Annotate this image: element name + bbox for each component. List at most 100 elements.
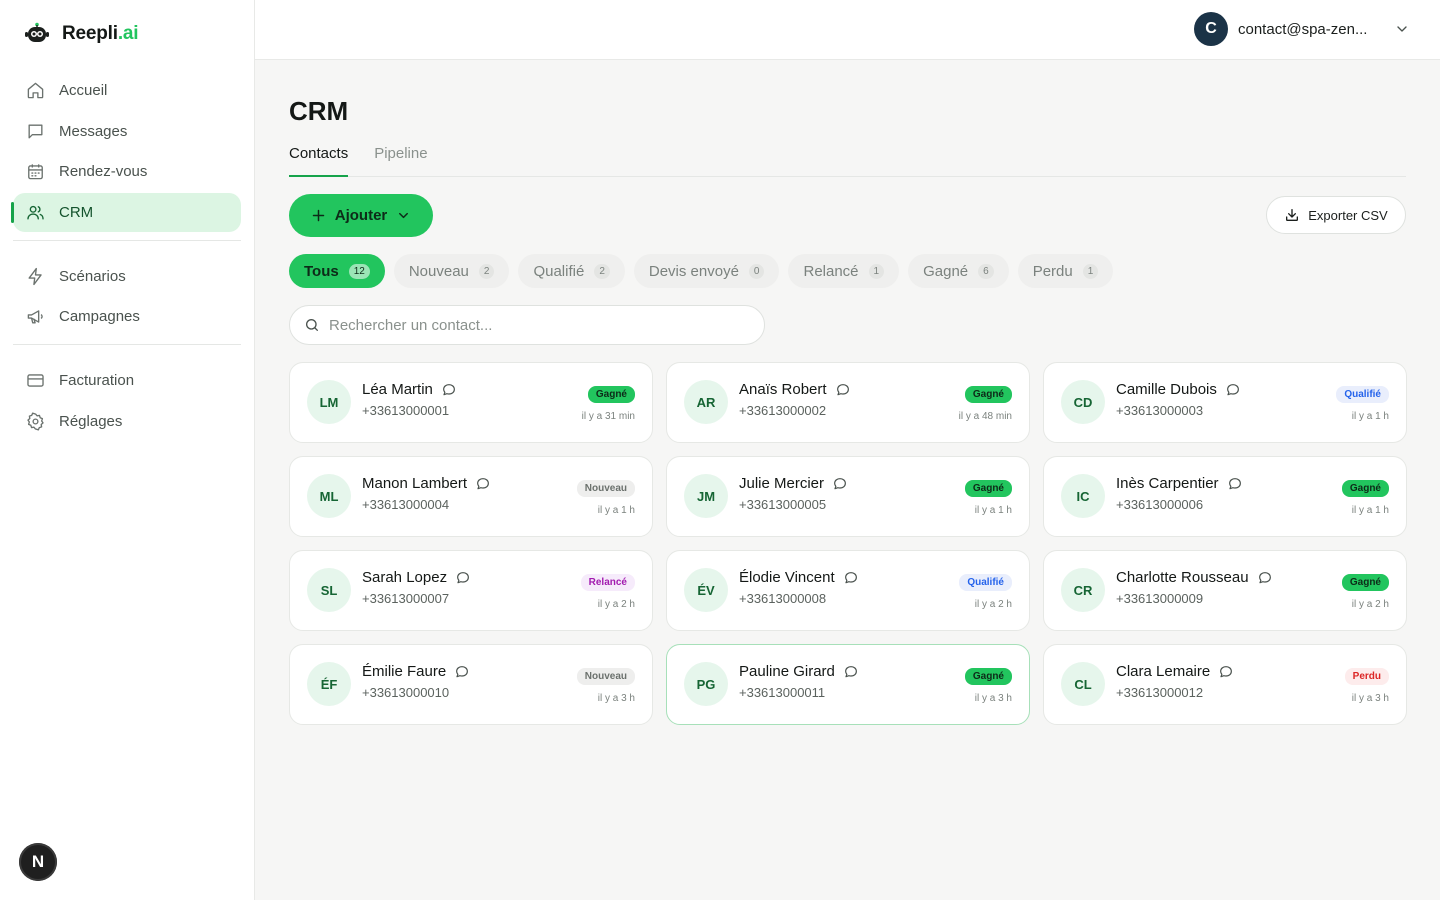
- contact-card[interactable]: CD Camille Dubois +33613000003 Qualifié il y…: [1043, 362, 1407, 443]
- chat-icon[interactable]: [835, 382, 851, 398]
- contact-phone: +33613000008: [739, 591, 827, 606]
- contact-phone: +33613000010: [362, 685, 450, 700]
- add-button[interactable]: Ajouter: [289, 194, 433, 237]
- chat-icon[interactable]: [454, 664, 470, 680]
- last-activity-time: il y a 3 h: [1351, 693, 1389, 704]
- sidebar-item-rendez-vous[interactable]: Rendez-vous: [13, 152, 241, 191]
- contact-name-row: Julie Mercier: [739, 475, 848, 492]
- sidebar-item-reglages[interactable]: Réglages: [13, 402, 241, 441]
- next-devtools-button[interactable]: N: [19, 843, 57, 881]
- contact-name: Clara Lemaire: [1116, 663, 1211, 680]
- filter-relance[interactable]: Relancé 1: [788, 254, 900, 288]
- filter-count: 2: [594, 263, 610, 279]
- status-badge: Relancé: [580, 574, 635, 591]
- sidebar-item-label: Rendez-vous: [59, 163, 148, 180]
- contact-name-row: Manon Lambert: [362, 475, 491, 492]
- contact-name-row: Léa Martin: [362, 381, 457, 398]
- account-menu[interactable]: C contact@spa-zen...: [1194, 12, 1410, 46]
- contact-name: Sarah Lopez: [362, 569, 448, 586]
- filter-nouveau[interactable]: Nouveau 2: [393, 254, 510, 288]
- last-activity-time: il y a 31 min: [581, 411, 635, 422]
- filter-count: 1: [868, 263, 885, 279]
- chat-icon[interactable]: [832, 476, 848, 492]
- filter-label: Gagné: [923, 262, 969, 280]
- chat-icon[interactable]: [455, 570, 471, 586]
- last-activity-time: il y a 48 min: [958, 411, 1012, 422]
- contact-card[interactable]: ML Manon Lambert +33613000004 Nouveau il y a…: [289, 456, 653, 537]
- search-input[interactable]: [329, 316, 749, 334]
- status-badge: Gagné: [1341, 480, 1389, 497]
- avatar: C: [1194, 12, 1228, 46]
- contact-card[interactable]: IC Inès Carpentier +33613000006 Gagné il y a…: [1043, 456, 1407, 537]
- contact-card[interactable]: ÉV Élodie Vincent +33613000008 Qualifié il y…: [666, 550, 1030, 631]
- filter-count: 12: [348, 263, 370, 279]
- topbar: C contact@spa-zen...: [255, 0, 1440, 60]
- contact-card[interactable]: CL Clara Lemaire +33613000012 Perdu il y a 3…: [1043, 644, 1407, 725]
- sidebar-item-crm[interactable]: CRM: [11, 192, 241, 232]
- home-icon: [27, 82, 44, 99]
- chat-icon[interactable]: [475, 476, 491, 492]
- sidebar-item-label: Réglages: [59, 412, 123, 430]
- status-badge: Perdu: [1344, 668, 1389, 685]
- chevron-down-icon: [1397, 26, 1407, 32]
- tab-contacts[interactable]: Contacts: [289, 144, 349, 177]
- chat-icon[interactable]: [1218, 664, 1234, 680]
- last-activity-time: il y a 2 h: [974, 599, 1012, 610]
- contact-card[interactable]: JM Julie Mercier +33613000005 Gagné il y a 1…: [666, 456, 1030, 537]
- chat-icon[interactable]: [1227, 476, 1243, 492]
- sidebar-item-campagnes[interactable]: Campagnes: [13, 297, 241, 336]
- tab-pipeline[interactable]: Pipeline: [374, 145, 428, 162]
- chat-icon[interactable]: [843, 664, 859, 680]
- filter-qualifie[interactable]: Qualifié 2: [518, 254, 625, 288]
- status-filters: Tous 12 Nouveau 2 Qualifié 2 Devis envoyé 0 …: [289, 254, 1114, 288]
- sidebar-item-label: Accueil: [59, 82, 108, 99]
- nav-divider: [13, 344, 241, 345]
- avatar: CR: [1061, 568, 1105, 612]
- page-title: CRM: [289, 96, 349, 126]
- chat-icon[interactable]: [441, 382, 457, 398]
- avatar: CD: [1061, 380, 1105, 424]
- contact-phone: +33613000005: [739, 497, 827, 512]
- sidebar-item-facturation[interactable]: Facturation: [13, 361, 241, 400]
- sidebar-item-messages[interactable]: Messages: [13, 112, 241, 151]
- sidebar-item-scenarios[interactable]: Scénarios: [13, 257, 241, 296]
- filter-perdu[interactable]: Perdu 1: [1017, 254, 1114, 288]
- contact-name: Pauline Girard: [739, 663, 835, 680]
- export-csv-button[interactable]: Exporter CSV: [1266, 196, 1406, 234]
- contact-name-row: Pauline Girard: [739, 663, 859, 680]
- sidebar-item-label: Facturation: [59, 372, 135, 389]
- contact-card[interactable]: SL Sarah Lopez +33613000007 Relancé il y a 2…: [289, 550, 653, 631]
- contact-name-row: Sarah Lopez: [362, 569, 471, 586]
- contact-phone: +33613000007: [362, 591, 450, 606]
- sidebar-item-label: CRM: [59, 203, 94, 221]
- search-icon: [306, 319, 318, 331]
- filter-gagne[interactable]: Gagné 6: [908, 254, 1009, 288]
- contact-name: Léa Martin: [362, 381, 433, 398]
- last-activity-time: il y a 3 h: [974, 693, 1012, 704]
- filter-devis-envoye[interactable]: Devis envoyé 0: [633, 254, 780, 288]
- contact-card[interactable]: LM Léa Martin +33613000001 Gagné il y a 31 m…: [289, 362, 653, 443]
- contact-card[interactable]: PG Pauline Girard +33613000011 Gagné il y a …: [666, 644, 1030, 725]
- contact-name-row: Inès Carpentier: [1116, 475, 1243, 492]
- contact-card[interactable]: CR Charlotte Rousseau +33613000009 Gagné il …: [1043, 550, 1407, 631]
- chat-icon[interactable]: [1225, 382, 1241, 398]
- sidebar-item-accueil[interactable]: Accueil: [13, 71, 241, 110]
- avatar: JM: [684, 474, 728, 518]
- contact-card[interactable]: ÉF Émilie Faure +33613000010 Nouveau il y a …: [289, 644, 653, 725]
- chat-icon[interactable]: [843, 570, 859, 586]
- contact-phone: +33613000002: [739, 403, 827, 418]
- megaphone-icon: [27, 310, 43, 324]
- contact-grid: LM Léa Martin +33613000001 Gagné il y a 31 m…: [289, 362, 1407, 725]
- chat-icon[interactable]: [1257, 570, 1273, 586]
- contact-name-row: Anaïs Robert: [739, 381, 851, 398]
- status-badge: Gagné: [964, 480, 1012, 497]
- filter-count: 0: [748, 263, 765, 279]
- last-activity-time: il y a 1 h: [597, 505, 635, 516]
- contact-card[interactable]: AR Anaïs Robert +33613000002 Gagné il y a 48…: [666, 362, 1030, 443]
- avatar: SL: [307, 568, 351, 612]
- brand[interactable]: Reepli.ai: [24, 20, 139, 48]
- avatar: AR: [684, 380, 728, 424]
- filter-tous[interactable]: Tous 12: [289, 254, 385, 288]
- message-icon: [28, 123, 43, 139]
- bolt-icon: [28, 267, 42, 285]
